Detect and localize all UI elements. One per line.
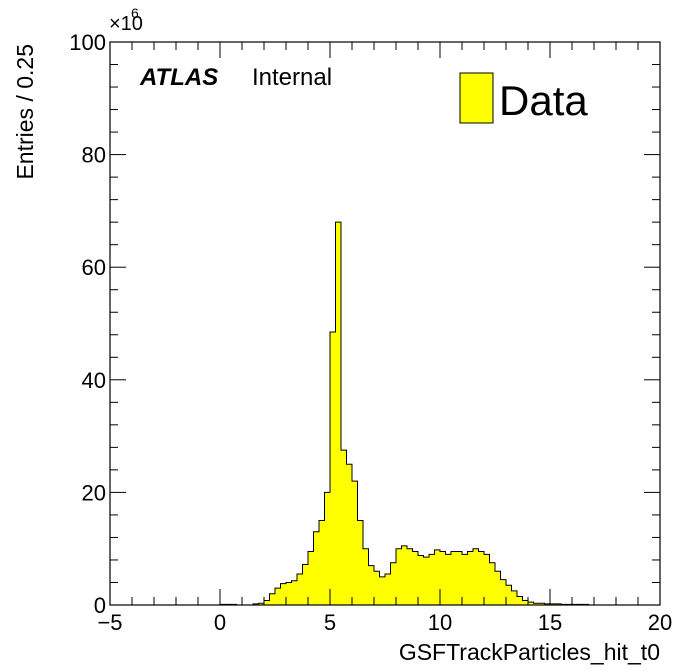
y-tick-label: 60: [82, 255, 106, 280]
histogram-bar: [440, 551, 446, 605]
histogram-bar: [500, 579, 506, 605]
histogram-bar: [302, 564, 308, 605]
histogram-bar: [357, 520, 363, 605]
histogram-bar: [473, 548, 479, 605]
histogram-bar: [291, 580, 297, 605]
x-axis-title: GSFTrackParticles_hit_t0: [399, 639, 660, 665]
histogram-bar: [423, 557, 429, 605]
histogram-bar: [528, 602, 534, 605]
atlas-label: ATLAS: [139, 64, 218, 91]
histogram-bar: [379, 576, 385, 605]
histogram-outline: [219, 221, 589, 606]
histogram-bar: [506, 585, 512, 605]
histogram-bar: [341, 450, 347, 605]
histogram-bar: [407, 548, 413, 605]
histogram-bar: [539, 603, 545, 605]
histogram-bar: [275, 588, 281, 605]
histogram-bar: [346, 464, 352, 605]
histogram-bar: [330, 331, 336, 605]
histogram-bar: [396, 548, 402, 605]
histogram-bar: [352, 481, 358, 605]
histogram-bar: [517, 596, 523, 605]
x-tick-label: 15: [538, 610, 562, 635]
histogram-bar: [335, 222, 341, 605]
histogram-bar: [451, 551, 457, 605]
histogram-bar: [478, 551, 484, 605]
y-axis-title: Entries / 0.25: [12, 44, 38, 180]
histogram-bars: [220, 222, 589, 605]
y-multiplier-label: ×10: [109, 13, 143, 35]
histogram-bar: [313, 531, 319, 605]
axis-ticks: [109, 41, 661, 606]
legend: Data: [459, 72, 588, 124]
histogram-bar: [522, 600, 528, 605]
x-tick-label: −5: [97, 610, 122, 635]
histogram-bar: [434, 549, 440, 605]
plot-frame: [109, 41, 661, 606]
x-tick-label: 10: [428, 610, 452, 635]
histogram-bar: [264, 600, 270, 605]
x-tick-label: 0: [214, 610, 226, 635]
histogram-bar: [374, 571, 380, 605]
histogram-bar: [368, 565, 374, 605]
histogram-bar: [297, 574, 303, 605]
y-tick-label: 80: [82, 143, 106, 168]
y-tick-label: 0: [94, 593, 106, 618]
histogram-bar: [363, 548, 369, 605]
histogram-bar: [258, 603, 264, 605]
legend-label-data: Data: [499, 77, 588, 124]
histogram-bar: [385, 574, 391, 605]
histogram-bar: [533, 603, 539, 605]
histogram-bar: [445, 554, 451, 605]
histogram-bar: [412, 551, 418, 605]
histogram-bar: [484, 554, 490, 605]
histogram-bar: [495, 571, 501, 605]
y-tick-label: 20: [82, 480, 106, 505]
legend-swatch: [459, 72, 494, 124]
internal-label: Internal: [252, 64, 332, 91]
histogram-bar: [280, 583, 286, 605]
histogram-bar: [324, 492, 330, 605]
histogram-bar: [467, 551, 473, 605]
y-tick-label: 40: [82, 368, 106, 393]
x-tick-label: 5: [324, 610, 336, 635]
histogram-bar: [401, 545, 407, 605]
x-tick-labels: −5 0 5 10 15 20: [97, 610, 672, 635]
histogram-bar: [462, 554, 468, 605]
x-tick-label: 20: [648, 610, 672, 635]
histogram-bar: [286, 582, 292, 605]
histogram-bar: [418, 555, 424, 605]
y-tick-labels: 0 20 40 60 80 100: [69, 30, 106, 618]
y-tick-label: 100: [69, 30, 106, 55]
y-multiplier-exponent: 6: [131, 5, 139, 21]
histogram-bar: [390, 562, 396, 605]
histogram-bar: [269, 593, 275, 605]
histogram-bar: [429, 554, 435, 605]
histogram-bar: [319, 520, 325, 605]
histogram-bar: [456, 551, 462, 605]
histogram-bar: [511, 590, 517, 605]
histogram-bar: [308, 551, 314, 605]
histogram-bar: [489, 562, 495, 605]
